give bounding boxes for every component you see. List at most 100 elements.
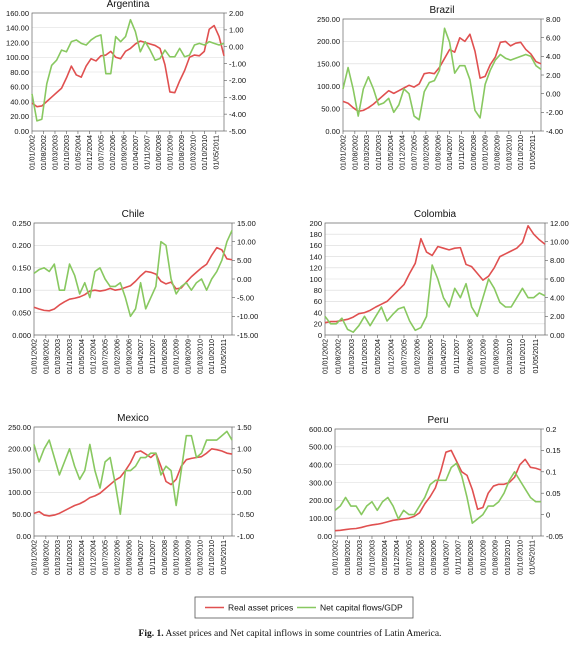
x-tick-label-argentina: 01/09/2006 <box>121 135 128 170</box>
left-tick-label-colombia: 160 <box>309 241 322 250</box>
chart-chile: Chile 0.000 0.050 0.100 0.150 0.200 0.250 -15.0… <box>12 209 258 374</box>
x-tick-label-mexico: 01/09/2006 <box>126 540 133 575</box>
x-tick-label-colombia: 01/05/2004 <box>375 339 382 374</box>
real-asset-prices-line-argentina <box>31 24 225 108</box>
x-tick-label-chile: 01/10/2003 <box>67 339 74 374</box>
x-tick-label-mexico: 01/05/2011 <box>221 540 228 575</box>
left-tick-label-peru: 100.00 <box>309 514 332 523</box>
x-tick-label-peru: 01/10/2010 <box>517 540 524 575</box>
right-tick-label-mexico: 1.50 <box>237 423 252 432</box>
x-tick-label-brazil: 01/10/2003 <box>376 135 383 170</box>
left-tick-label-mexico: 200.00 <box>8 445 31 454</box>
x-tick-label-mexico: 01/10/2003 <box>67 540 74 575</box>
chart-title-colombia: Colombia <box>414 209 457 220</box>
left-tick-label-brazil: 100.00 <box>317 82 340 91</box>
plot-frame-colombia <box>324 222 546 336</box>
left-tick-label-colombia: 40 <box>314 308 322 317</box>
left-tick-label-chile: 0.000 <box>12 331 31 340</box>
right-tick-label-brazil: 4.00 <box>546 52 561 61</box>
x-tick-label-chile: 01/07/2005 <box>103 339 110 374</box>
x-tick-label-argentina: 01/08/2009 <box>179 135 186 170</box>
left-tick-label-colombia: 80 <box>314 286 322 295</box>
caption-text: Asset prices and Net capital inflows in … <box>165 629 442 639</box>
x-tick-label-peru: 01/03/2010 <box>505 540 512 575</box>
plot-frame-argentina <box>31 12 225 132</box>
right-tick-label-peru: 0 <box>546 510 550 519</box>
x-tick-label-mexico: 01/07/2005 <box>103 540 110 575</box>
right-tick-label-brazil: 2.00 <box>546 71 561 80</box>
x-tick-label-mexico: 01/01/2002 <box>32 540 39 575</box>
caption-label: Fig. 1. <box>138 629 164 639</box>
right-tick-label-argentina: -3.00 <box>229 93 246 102</box>
net-capital-flows-line-colombia <box>324 264 546 334</box>
real-asset-prices-line-colombia <box>324 225 546 324</box>
x-tick-label-argentina: 01/02/2006 <box>110 135 117 170</box>
x-tick-label-colombia: 01/06/2008 <box>467 339 474 374</box>
x-tick-label-chile: 01/02/2006 <box>114 339 121 374</box>
right-tick-label-argentina: -4.00 <box>229 110 246 119</box>
x-tick-label-peru: 01/07/2005 <box>406 540 413 575</box>
x-tick-label-colombia: 01/05/2011 <box>533 339 540 374</box>
right-tick-label-argentina: -2.00 <box>229 76 246 85</box>
chart-title-argentina: Argentina <box>107 0 150 10</box>
right-tick-label-peru: 0.15 <box>546 446 561 455</box>
right-tick-label-mexico: 1.00 <box>237 445 252 454</box>
x-tick-label-colombia: 01/12/2004 <box>388 339 395 374</box>
x-tick-label-mexico: 01/04/2007 <box>138 540 145 575</box>
left-tick-label-colombia: 200 <box>309 219 322 228</box>
real-asset-prices-line-mexico <box>33 447 233 517</box>
x-tick-label-mexico: 01/10/2010 <box>209 540 216 575</box>
left-tick-label-colombia: 100 <box>309 275 322 284</box>
left-tick-label-brazil: 250.00 <box>317 15 340 24</box>
left-tick-label-argentina: 120.00 <box>6 38 29 47</box>
right-tick-label-brazil: 8.00 <box>546 15 561 24</box>
chart-title-chile: Chile <box>122 209 145 220</box>
left-tick-label-argentina: 160.00 <box>6 9 29 18</box>
x-tick-label-colombia: 01/08/2009 <box>494 339 501 374</box>
x-tick-label-colombia: 01/01/2002 <box>323 339 330 374</box>
chart-argentina: Argentina 0.00 20.00 40.00 60.00 80.00 100.00 1… <box>6 0 246 170</box>
right-tick-label-chile: -15.00 <box>237 331 258 340</box>
left-tick-label-peru: 500.00 <box>309 443 332 452</box>
left-tick-label-argentina: 140.00 <box>6 24 29 33</box>
left-tick-label-colombia: 0 <box>318 331 322 340</box>
x-tick-label-peru: 01/06/2008 <box>468 540 475 575</box>
x-tick-label-peru: 01/09/2006 <box>431 540 438 575</box>
right-tick-label-argentina: 1.00 <box>229 26 244 35</box>
left-tick-label-brazil: 150.00 <box>317 60 340 69</box>
right-tick-label-argentina: -5.00 <box>229 127 246 136</box>
x-tick-label-colombia: 01/03/2003 <box>349 339 356 374</box>
x-tick-label-chile: 01/05/2011 <box>221 339 228 374</box>
x-tick-label-brazil: 01/01/2002 <box>341 135 348 170</box>
chart-title-peru: Peru <box>427 415 448 426</box>
x-tick-label-peru: 01/11/2007 <box>456 540 463 575</box>
net-capital-flows-line-brazil <box>342 27 542 121</box>
legend-label-net-capital-flows: Net capital flows/GDP <box>320 603 403 613</box>
right-tick-label-mexico: -0.50 <box>237 510 254 519</box>
left-tick-label-colombia: 120 <box>309 264 322 273</box>
x-tick-label-argentina: 01/06/2008 <box>156 135 163 170</box>
x-tick-label-brazil: 01/11/2007 <box>459 135 466 170</box>
x-tick-label-colombia: 01/07/2005 <box>401 339 408 374</box>
x-tick-label-mexico: 01/06/2008 <box>162 540 169 575</box>
right-tick-label-colombia: 12.00 <box>550 219 569 228</box>
left-tick-label-argentina: 0.00 <box>14 127 29 136</box>
right-tick-label-mexico: 0.50 <box>237 466 252 475</box>
left-tick-label-peru: 300.00 <box>309 478 332 487</box>
x-tick-label-argentina: 01/01/2002 <box>30 135 37 170</box>
left-tick-label-colombia: 140 <box>309 252 322 261</box>
x-tick-label-peru: 01/08/2009 <box>493 540 500 575</box>
legend: Real asset prices Net capital flows/GDP <box>194 596 414 619</box>
left-tick-label-chile: 0.050 <box>12 308 31 317</box>
x-tick-label-brazil: 01/03/2010 <box>506 135 513 170</box>
x-tick-label-chile: 01/11/2007 <box>150 339 157 374</box>
real-asset-prices-line-peru <box>334 449 542 532</box>
x-tick-label-argentina: 01/04/2007 <box>133 135 140 170</box>
right-tick-label-peru: 0.05 <box>546 489 561 498</box>
left-tick-label-argentina: 20.00 <box>10 112 29 121</box>
left-tick-label-mexico: 150.00 <box>8 466 31 475</box>
x-tick-label-mexico: 01/03/2010 <box>197 540 204 575</box>
left-tick-label-brazil: 200.00 <box>317 37 340 46</box>
left-tick-label-peru: 600.00 <box>309 425 332 434</box>
x-tick-label-colombia: 01/11/2007 <box>454 339 461 374</box>
